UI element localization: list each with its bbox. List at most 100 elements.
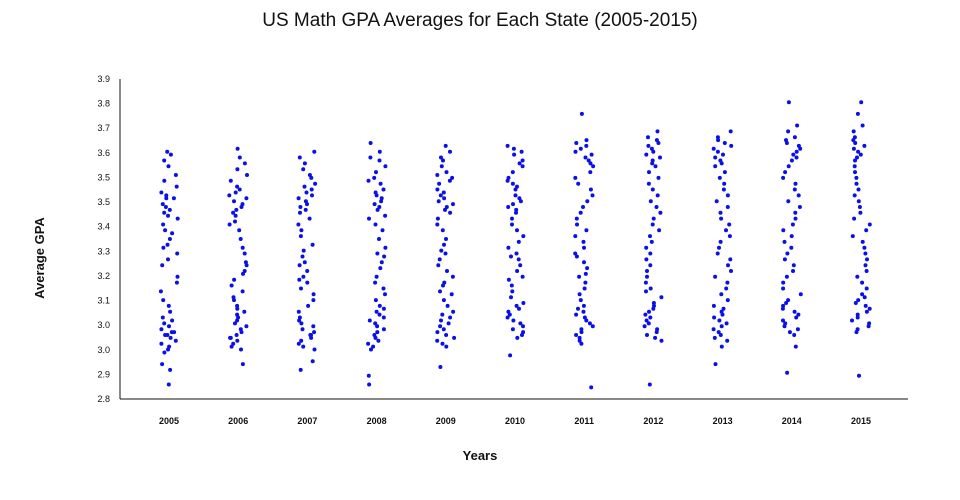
- data-point: [796, 312, 801, 317]
- data-point: [445, 303, 450, 308]
- data-point: [853, 141, 858, 145]
- data-point: [506, 309, 511, 314]
- data-point: [163, 333, 168, 337]
- data-point: [862, 245, 867, 250]
- data-point: [447, 178, 452, 183]
- data-point: [232, 277, 237, 282]
- data-point: [865, 257, 869, 262]
- data-point: [574, 141, 579, 145]
- data-point: [857, 373, 861, 378]
- data-point: [163, 205, 168, 209]
- data-point: [581, 205, 585, 209]
- data-point: [380, 228, 385, 233]
- data-point: [853, 301, 858, 305]
- data-point: [863, 303, 868, 308]
- x-tick-label: 2014: [782, 416, 802, 426]
- data-point: [439, 164, 444, 169]
- data-point: [448, 149, 452, 154]
- data-point: [382, 254, 387, 259]
- data-point: [651, 301, 656, 305]
- data-point: [782, 257, 787, 262]
- y-tick-labels: 2.8 2.9 3.0 3.0 3.1 3.2 3.3 3.4 3.5 3.5 3.6 3.7 3.8 3…: [97, 74, 110, 404]
- data-point: [376, 338, 381, 343]
- data-point: [516, 239, 521, 244]
- data-point: [307, 173, 312, 177]
- data-point: [650, 222, 655, 227]
- data-point: [300, 327, 305, 332]
- data-point: [653, 335, 658, 340]
- data-point: [855, 312, 860, 317]
- data-point: [296, 196, 301, 201]
- data-point: [228, 178, 233, 183]
- data-point: [240, 245, 245, 250]
- data-point: [511, 318, 516, 323]
- data-point: [448, 315, 453, 320]
- data-point: [711, 146, 716, 151]
- data-point: [231, 295, 236, 300]
- data-point: [438, 289, 442, 294]
- data-point: [510, 327, 515, 332]
- data-point: [514, 210, 518, 215]
- data-point: [579, 111, 584, 116]
- data-point: [648, 263, 653, 268]
- data-point: [862, 143, 867, 148]
- data-point: [581, 303, 586, 308]
- data-point: [242, 251, 247, 256]
- data-point: [728, 129, 733, 134]
- data-point: [786, 298, 791, 303]
- data-point: [159, 327, 164, 332]
- y-tick-label: 3.4: [97, 222, 110, 232]
- data-point: [166, 303, 171, 308]
- data-point: [506, 205, 511, 209]
- data-point: [233, 190, 238, 195]
- data-point: [582, 286, 587, 291]
- data-point: [712, 335, 717, 340]
- data-point: [448, 210, 453, 215]
- data-point: [512, 152, 517, 157]
- data-point: [169, 330, 174, 335]
- data-point: [519, 149, 524, 154]
- data-point: [791, 263, 796, 268]
- data-point: [867, 306, 872, 311]
- data-point: [860, 239, 865, 244]
- data-point: [644, 289, 648, 294]
- data-point: [786, 164, 791, 169]
- data-point: [867, 222, 872, 227]
- data-point: [312, 149, 317, 154]
- data-point: [789, 158, 794, 163]
- data-point: [588, 170, 593, 175]
- data-point: [712, 315, 717, 320]
- data-point: [310, 242, 315, 247]
- y-tick-label: 3.8: [97, 99, 110, 109]
- data-point: [722, 181, 727, 186]
- data-point: [521, 330, 526, 335]
- data-point: [583, 271, 588, 276]
- data-point: [175, 274, 180, 279]
- data-point: [864, 286, 869, 291]
- data-point: [521, 301, 526, 305]
- data-point: [859, 100, 864, 105]
- y-tick-label: 2.8: [97, 394, 110, 404]
- data-point: [717, 245, 721, 250]
- data-point: [857, 205, 862, 209]
- data-point: [168, 309, 173, 314]
- data-point: [238, 237, 243, 241]
- y-tick-label: 3.1: [97, 296, 110, 306]
- data-point: [162, 178, 167, 183]
- data-point: [174, 184, 179, 189]
- data-point: [856, 298, 861, 303]
- data-point: [367, 382, 372, 387]
- data-point: [158, 289, 163, 294]
- data-point: [573, 149, 578, 154]
- data-point: [166, 257, 170, 262]
- data-point: [302, 260, 307, 265]
- data-point: [786, 199, 791, 204]
- data-point: [511, 146, 516, 151]
- data-point: [649, 239, 654, 244]
- data-point: [719, 292, 724, 297]
- data-point: [780, 306, 785, 311]
- data-point: [235, 312, 240, 317]
- data-point: [438, 365, 443, 369]
- data-point: [506, 175, 511, 180]
- data-point: [646, 135, 650, 140]
